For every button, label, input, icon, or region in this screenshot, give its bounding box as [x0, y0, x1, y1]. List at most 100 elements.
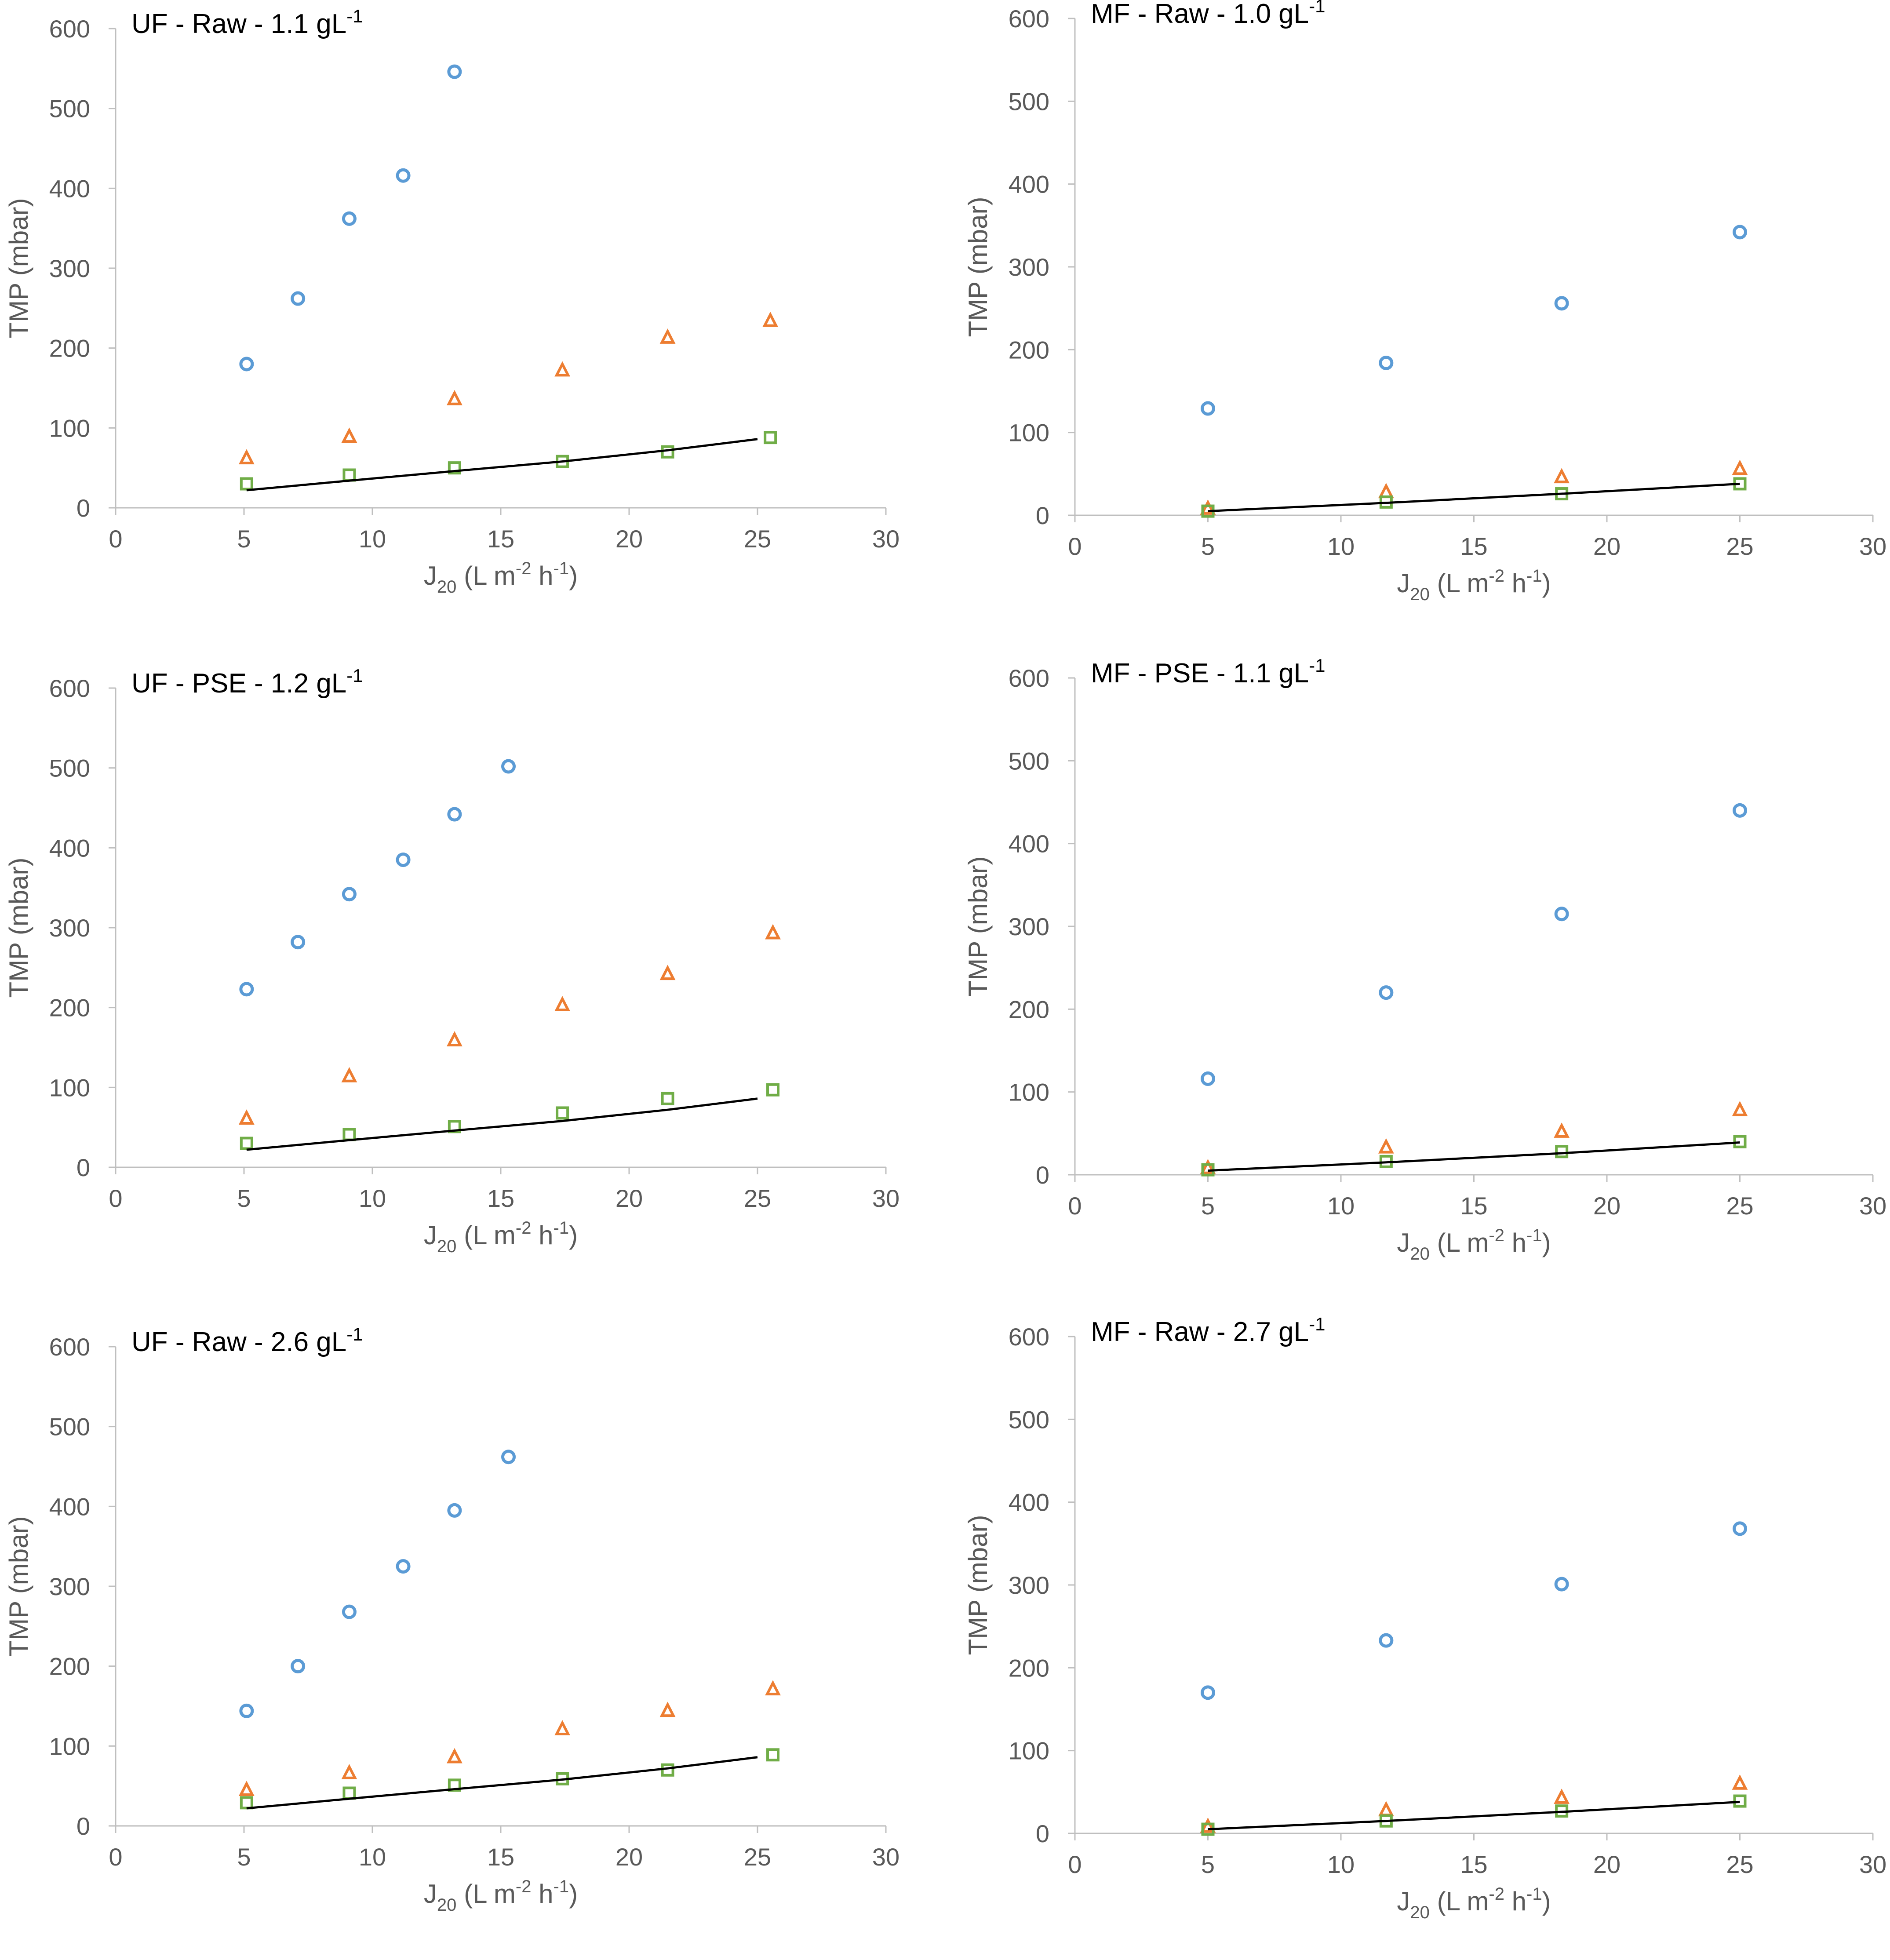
triangle-point — [341, 1764, 357, 1779]
x-tick-label: 10 — [359, 525, 386, 553]
chart-title: MF - PSE - 1.1 gL-1 — [1091, 655, 1326, 689]
x-axis-title-part: ) — [569, 1220, 578, 1250]
y-tick-label: 200 — [49, 335, 90, 362]
circle-point — [1733, 1521, 1747, 1536]
chart-title: UF - Raw - 1.1 gL-1 — [131, 6, 363, 39]
triangle-point — [1554, 1122, 1570, 1138]
square-point — [556, 1106, 569, 1120]
y-tick-label: 600 — [49, 1333, 90, 1361]
x-tick-label: 25 — [744, 525, 771, 553]
x-axis-title-part: -1 — [1526, 1226, 1542, 1245]
y-tick-label: 100 — [1009, 1078, 1049, 1106]
x-axis-title-part: h — [531, 1220, 553, 1250]
y-tick-label: 0 — [76, 494, 90, 522]
y-tick-label: 100 — [1009, 419, 1049, 447]
x-tick-label: 15 — [487, 1843, 514, 1871]
circle-point — [1201, 401, 1215, 416]
x-tick-label: 25 — [1726, 1192, 1753, 1220]
x-axis-title: J20 (L m-2 h-1) — [1397, 1884, 1551, 1922]
x-tick-label: 10 — [359, 1843, 386, 1871]
square-point — [448, 1120, 461, 1133]
triangle-point — [341, 427, 357, 443]
y-tick-label: 100 — [49, 414, 90, 442]
x-axis-title-part: -1 — [554, 1218, 569, 1238]
x-tick-label: 0 — [109, 1843, 122, 1871]
x-tick-label: 30 — [1859, 1851, 1886, 1878]
x-tick-label: 10 — [1327, 532, 1355, 560]
circle-point — [396, 1559, 411, 1574]
x-axis-title-part: h — [1504, 568, 1526, 598]
x-tick-label: 0 — [1068, 1851, 1082, 1878]
chart-title-main: MF - PSE - 1.1 gL — [1091, 658, 1309, 689]
x-axis-title-part: 20 — [437, 1237, 457, 1256]
y-tick-label: 200 — [1009, 995, 1049, 1023]
y-tick-label: 300 — [49, 255, 90, 282]
y-tick-label: 600 — [49, 674, 90, 702]
y-tick-label: 500 — [1009, 1406, 1049, 1433]
triangle-point — [659, 1701, 676, 1717]
y-axis-title: TMP (mbar) — [4, 1516, 33, 1657]
y-tick-label: 0 — [1036, 502, 1049, 529]
x-tick-label: 20 — [615, 525, 643, 553]
y-tick-label: 100 — [49, 1074, 90, 1101]
y-tick-label: 200 — [49, 1653, 90, 1680]
triangle-point — [762, 311, 779, 327]
square-point — [342, 468, 356, 482]
x-axis-title-part: -2 — [516, 1877, 532, 1896]
x-tick-label: 20 — [615, 1184, 643, 1212]
x-tick-label: 5 — [237, 1843, 251, 1871]
triangle-point — [1378, 1801, 1394, 1817]
triangle-point — [446, 1031, 462, 1046]
square-point — [240, 1137, 253, 1150]
circle-point — [239, 357, 254, 372]
x-axis-title-part: ) — [1542, 1228, 1551, 1257]
x-axis-title-part: J — [424, 561, 437, 590]
triangle-point — [1378, 1138, 1394, 1154]
x-tick-label: 30 — [872, 1184, 899, 1212]
triangle-point — [554, 361, 571, 377]
circle-point — [447, 64, 462, 79]
circle-point — [1379, 355, 1394, 370]
model-line — [1208, 1800, 1740, 1831]
triangle-point — [1554, 1789, 1570, 1804]
x-axis-title-part: 20 — [437, 1895, 457, 1915]
chart-panel-mf-raw-2-7: 0 5 10 15 20 25 30 0 100 200 300 400 500 600 TMP (mbar… — [945, 1314, 1890, 1960]
x-tick-label: 0 — [109, 1184, 122, 1212]
x-axis-title: J20 (L m-2 h-1) — [1397, 1226, 1551, 1264]
x-tick-label: 30 — [1859, 532, 1886, 560]
x-axis-title-part: -1 — [554, 1877, 569, 1896]
model-line — [246, 1756, 758, 1810]
x-tick-label: 15 — [1460, 1851, 1487, 1878]
x-axis-title-part: J — [1397, 568, 1410, 598]
triangle-point — [446, 390, 462, 405]
x-axis-title-part: (L m — [456, 1220, 515, 1250]
x-axis-title-part: (L m — [1430, 1228, 1489, 1257]
x-axis-title: J20 (L m-2 h-1) — [424, 1877, 578, 1915]
x-tick-label: 25 — [1726, 1851, 1753, 1878]
triangle-point — [1732, 1774, 1748, 1790]
square-point — [448, 461, 461, 475]
x-tick-label: 5 — [1201, 1192, 1215, 1220]
x-axis-title: J20 (L m-2 h-1) — [424, 559, 578, 597]
triangle-point — [238, 1781, 255, 1796]
chart-title-superscript: -1 — [346, 1324, 363, 1344]
circle-point — [396, 168, 411, 183]
y-tick-label: 0 — [76, 1154, 90, 1181]
y-tick-label: 500 — [49, 754, 90, 782]
chart-panel-mf-pse-1-1: 0 5 10 15 20 25 30 0 100 200 300 400 500 600 TMP (mbar… — [945, 655, 1890, 1301]
x-tick-label: 15 — [487, 525, 514, 553]
x-axis-title-part: (L m — [1430, 568, 1489, 598]
triangle-point — [554, 996, 571, 1012]
circle-point — [396, 852, 411, 867]
y-tick-label: 400 — [49, 834, 90, 862]
x-axis-title-part: -2 — [516, 1218, 532, 1238]
square-point — [766, 1083, 780, 1097]
y-tick-label: 500 — [49, 95, 90, 123]
x-tick-label: 25 — [744, 1184, 771, 1212]
triangle-point — [341, 1067, 357, 1082]
x-tick-label: 10 — [1327, 1192, 1355, 1220]
x-tick-label: 10 — [1327, 1851, 1355, 1878]
y-tick-label: 600 — [1009, 1323, 1049, 1351]
x-axis-title-part: -2 — [516, 559, 532, 578]
